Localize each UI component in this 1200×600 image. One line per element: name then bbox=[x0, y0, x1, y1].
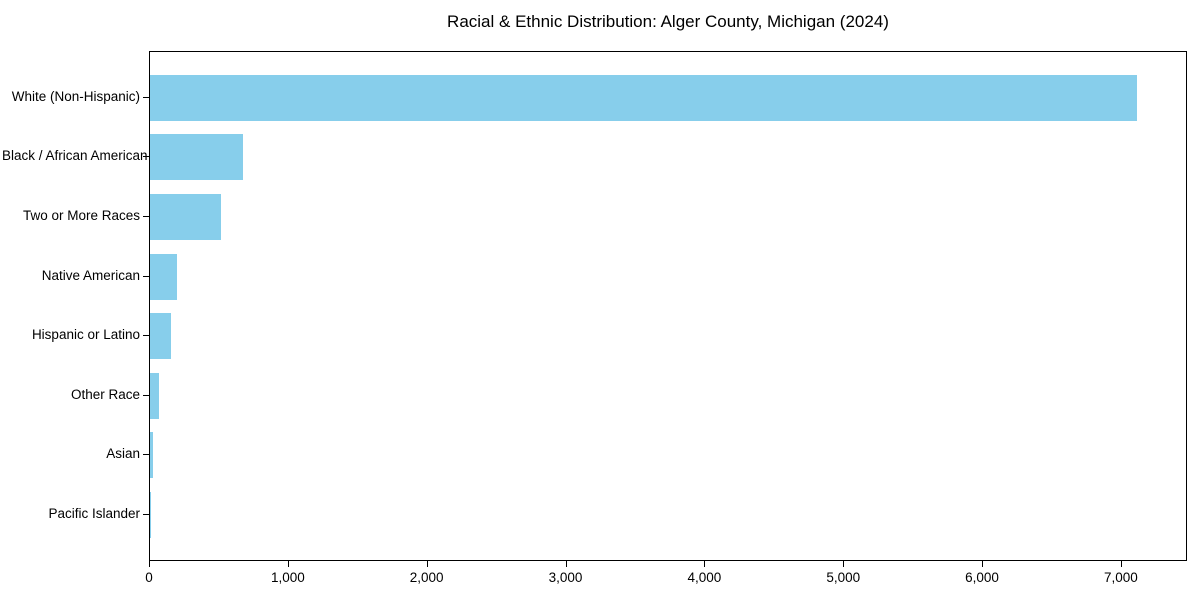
y-tick-label: Black / African American bbox=[2, 148, 148, 164]
x-tick-label: 0 bbox=[145, 570, 153, 585]
bar-two-or-more-races bbox=[150, 194, 221, 240]
x-tick-mark bbox=[1120, 561, 1122, 567]
y-tick-mark bbox=[143, 514, 149, 515]
bar-asian bbox=[150, 432, 154, 479]
y-tick-label: Other Race bbox=[70, 386, 140, 402]
y-tick-mark bbox=[143, 96, 149, 98]
x-tick-mark bbox=[704, 561, 706, 567]
bar-hispanic-or-latino bbox=[150, 313, 172, 360]
x-tick-label: 1,000 bbox=[270, 570, 305, 585]
y-tick-label: Asian bbox=[106, 446, 140, 462]
y-tick-label: Pacific Islander bbox=[48, 506, 140, 521]
x-tick-label: 6,000 bbox=[965, 570, 999, 585]
y-tick-mark bbox=[143, 275, 149, 277]
x-tick-mark bbox=[149, 561, 150, 567]
x-tick-mark bbox=[426, 561, 428, 567]
plot-area bbox=[149, 51, 1187, 561]
x-tick-mark bbox=[843, 561, 845, 567]
y-tick-label: Native American bbox=[41, 267, 140, 283]
bar-other-race bbox=[150, 372, 160, 419]
y-tick-label: White (Non-Hispanic) bbox=[11, 88, 140, 104]
y-tick-mark bbox=[143, 216, 149, 217]
y-tick-mark bbox=[143, 454, 149, 456]
y-tick-mark bbox=[143, 335, 149, 337]
y-tick-mark bbox=[143, 156, 149, 158]
x-tick-label: 7,000 bbox=[1104, 570, 1138, 585]
y-tick-label: Hispanic or Latino bbox=[31, 327, 140, 343]
x-tick-label: 4,000 bbox=[687, 570, 722, 585]
chart-title: Racial & Ethnic Distribution: Alger Coun… bbox=[447, 12, 889, 31]
x-tick-mark bbox=[982, 561, 984, 567]
bar-white-non-hispanic bbox=[150, 74, 1137, 121]
y-tick-label: Two or More Races bbox=[22, 208, 140, 223]
x-tick-label: 5,000 bbox=[826, 570, 861, 585]
bar-black-african-american bbox=[150, 134, 243, 181]
x-tick-mark bbox=[287, 561, 289, 567]
x-tick-label: 3,000 bbox=[548, 570, 583, 585]
x-tick-label: 2,000 bbox=[409, 570, 444, 585]
bar-native-american bbox=[150, 253, 178, 300]
x-tick-mark bbox=[565, 561, 567, 567]
y-tick-mark bbox=[143, 394, 149, 396]
